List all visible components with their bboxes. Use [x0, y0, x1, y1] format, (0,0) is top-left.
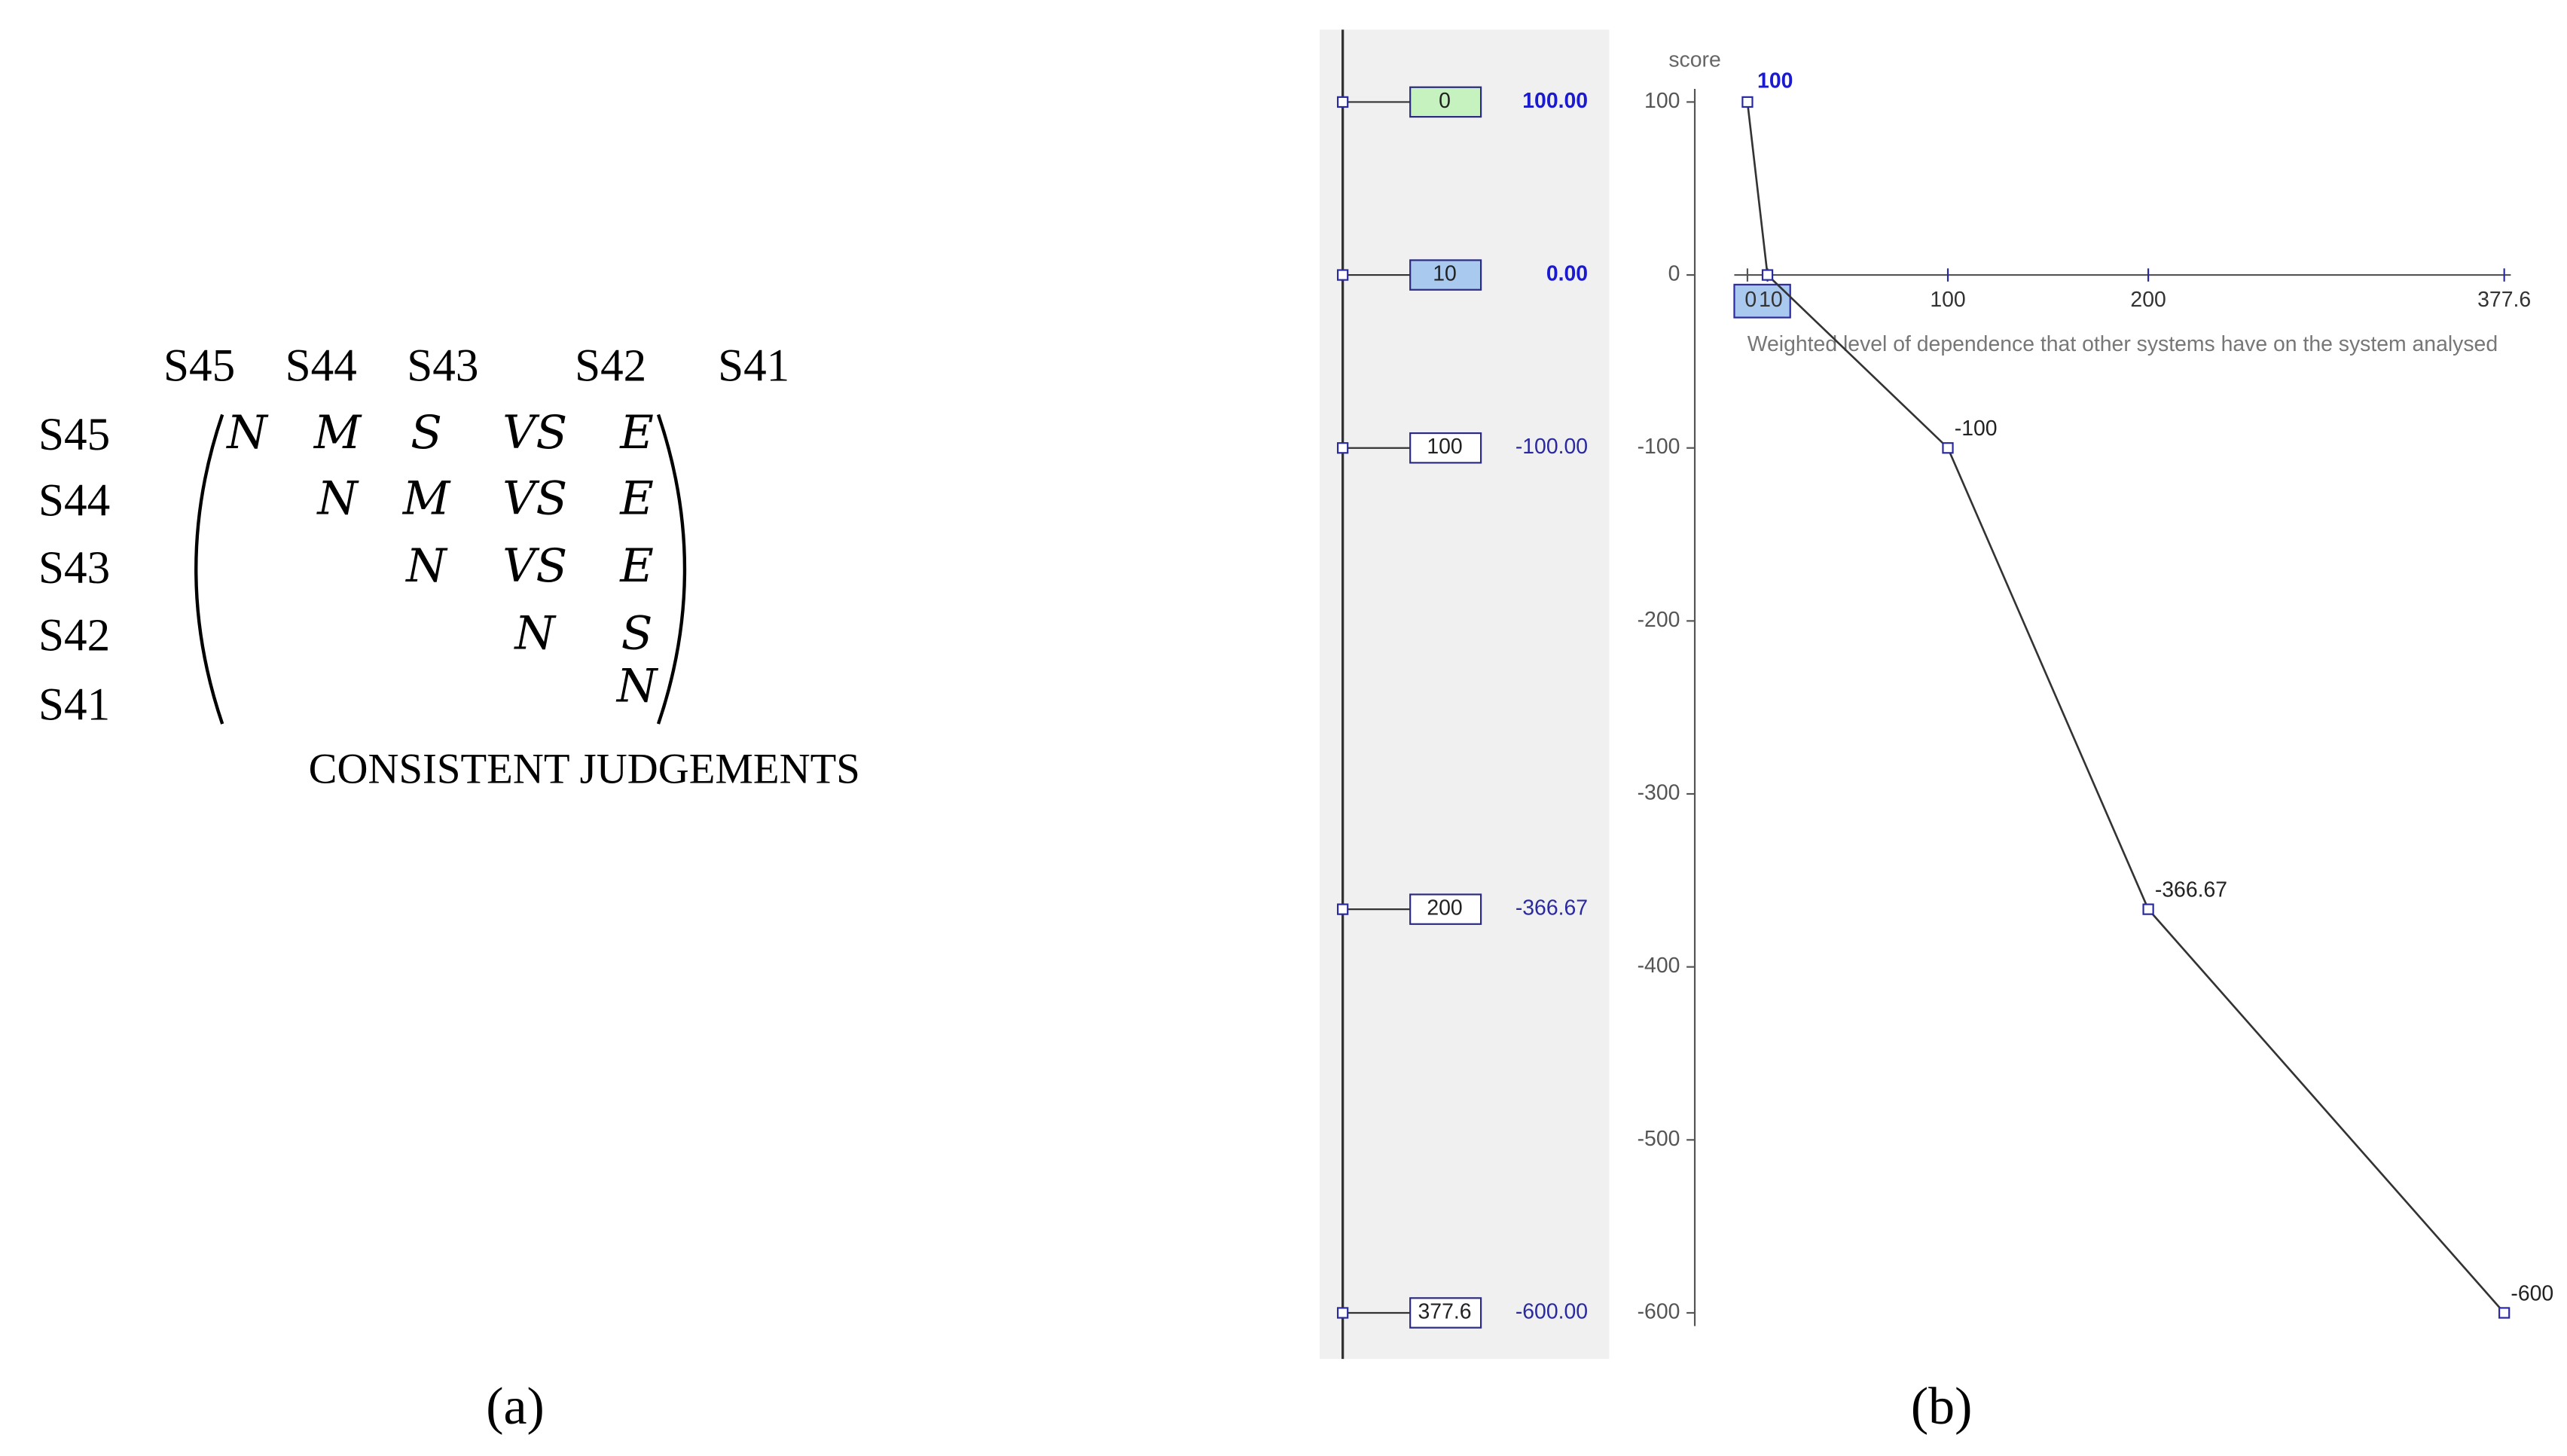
- thermometer-node: [1336, 903, 1349, 915]
- data-point: [2142, 903, 2154, 915]
- y-axis-label: score: [1668, 47, 1720, 72]
- scale-label: -100.00: [1515, 435, 1588, 459]
- data-point: [2498, 1307, 2511, 1319]
- x-axis-label: Weighted level of dependence that other …: [1747, 332, 2498, 356]
- point-label: -366.67: [2155, 878, 2227, 902]
- data-point: [1761, 269, 1774, 281]
- level-box: [1409, 1297, 1482, 1329]
- y-tick-label: -500: [1638, 1127, 1680, 1151]
- matrix-entry: E: [619, 406, 654, 459]
- thermometer-node: [1336, 1307, 1349, 1319]
- y-tick-label: -200: [1638, 608, 1680, 632]
- column-header: S43: [407, 340, 478, 391]
- matrix-entry: VS: [502, 472, 567, 525]
- matrix-entry: N: [225, 406, 269, 459]
- left-paren: [194, 414, 224, 725]
- matrix-entry: S: [621, 606, 653, 660]
- matrix-entry: S: [411, 406, 442, 459]
- scale-label: 0.00: [1546, 262, 1588, 286]
- level-box: [1409, 893, 1482, 925]
- scale-label: -366.67: [1515, 896, 1588, 920]
- thermometer-node: [1336, 442, 1349, 454]
- y-tick-label: 0: [1668, 262, 1680, 286]
- panel-caption: (a): [486, 1378, 545, 1436]
- column-header: S41: [718, 340, 789, 391]
- x-tick-label: 100: [1930, 288, 1965, 312]
- row-header: S45: [38, 410, 110, 460]
- thermometer-panel: [1320, 29, 1610, 1360]
- matrix-entry: M: [313, 406, 362, 459]
- y-tick-label: -400: [1638, 954, 1680, 978]
- scale-label: -600.00: [1515, 1299, 1588, 1323]
- column-header: S44: [285, 340, 357, 391]
- level-box-label: 100: [1427, 435, 1462, 459]
- x-tick-label: 10: [1759, 288, 1783, 312]
- point-label: -600: [2511, 1281, 2553, 1305]
- matrix-caption: CONSISTENT JUDGEMENTS: [309, 746, 860, 793]
- point-label: 100: [1757, 69, 1793, 93]
- data-point: [1942, 442, 1954, 454]
- row-header: S41: [38, 679, 110, 730]
- matrix-entry: M: [402, 472, 451, 525]
- column-header: S42: [575, 340, 646, 391]
- matrix-entry: VS: [502, 539, 567, 593]
- y-tick-label: -100: [1638, 435, 1680, 459]
- row-header: S42: [38, 611, 110, 661]
- x-tick-label: 377.6: [2477, 288, 2531, 312]
- level-box-label: 0: [1439, 89, 1451, 113]
- level-box: [1409, 259, 1482, 291]
- y-tick-label: -600: [1638, 1299, 1680, 1323]
- level-box-label: 377.6: [1418, 1299, 1472, 1323]
- row-header: S43: [38, 543, 110, 594]
- matrix-entry: N: [404, 539, 448, 593]
- x-tick-label: 0: [1744, 288, 1757, 312]
- selected-tick-box: [1733, 283, 1791, 319]
- point-label: -100: [1955, 417, 1998, 441]
- matrix-entry: N: [316, 472, 359, 525]
- matrix-entry: E: [619, 472, 654, 525]
- level-box: [1409, 432, 1482, 464]
- row-header: S44: [38, 476, 110, 527]
- y-tick-label: 100: [1644, 89, 1680, 113]
- level-box-label: 200: [1427, 896, 1462, 920]
- x-tick-label: 200: [2130, 288, 2166, 312]
- column-header: S45: [163, 340, 235, 391]
- matrix-entry: N: [615, 659, 659, 713]
- y-tick-label: -300: [1638, 781, 1680, 805]
- level-box: [1409, 86, 1482, 118]
- scale-label: 100.00: [1522, 89, 1588, 113]
- right-paren: [656, 414, 687, 725]
- matrix-entry: N: [513, 606, 557, 660]
- matrix-entry: VS: [502, 406, 567, 459]
- matrix-entry: E: [619, 539, 654, 593]
- panel-caption: (b): [1911, 1378, 1972, 1436]
- thermometer-node: [1336, 269, 1349, 281]
- thermometer-node: [1336, 96, 1349, 108]
- data-point: [1741, 96, 1754, 108]
- level-box-label: 10: [1433, 262, 1457, 286]
- data-line: [1746, 102, 2505, 1314]
